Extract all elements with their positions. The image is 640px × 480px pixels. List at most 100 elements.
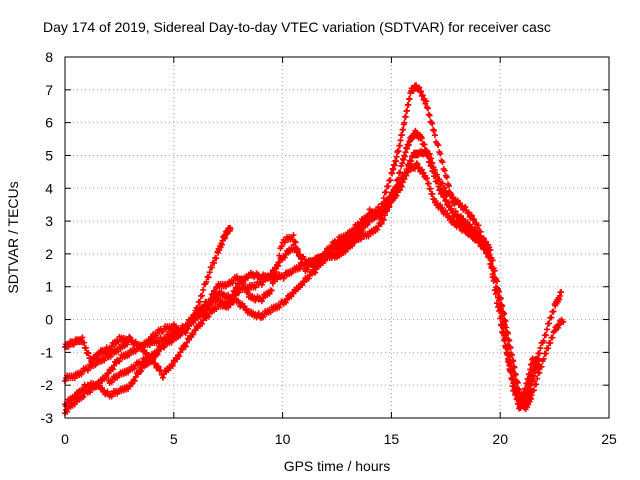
data-point [229,280,236,287]
data-point [497,315,504,322]
data-point [109,366,116,373]
x-tick-label: 10 [275,431,291,447]
data-point [465,209,472,216]
data-point [294,248,301,255]
data-point [427,185,434,192]
y-tick-labels: -3 -2 -1 0 1 2 3 4 5 6 7 8 [41,49,54,426]
data-point [334,240,340,247]
data-point [211,259,218,266]
data-point [108,379,115,386]
data-point [81,339,88,346]
data-point [349,242,356,249]
data-point [417,88,424,95]
data-point [505,356,512,363]
data-point [71,401,78,408]
data-point [230,287,237,294]
data-point [429,120,436,127]
data-point [205,274,212,281]
data-point [448,191,455,198]
data-point [426,159,433,166]
data-point [483,238,490,245]
data-point [183,325,190,332]
data-point [190,331,197,338]
y-tick-label: 4 [45,180,53,196]
data-point [290,232,297,239]
data-point [425,180,432,187]
data-point [496,307,503,314]
data-point [506,362,513,369]
data-point [260,314,267,321]
data-point [437,186,444,193]
data-point [278,243,285,250]
data-point [138,368,145,375]
data-point [200,305,207,312]
data-point [255,310,262,317]
data-point [280,275,287,282]
data-point [473,234,480,241]
data-point [365,213,372,220]
data-point [475,230,482,237]
data-point [487,261,494,268]
data-point [132,348,139,355]
data-point [380,195,387,202]
data-point [361,222,368,229]
data-point [479,241,486,248]
data-point [363,217,370,224]
data-point [393,177,400,184]
data-point [292,245,299,252]
data-point [414,161,421,168]
data-point [522,386,529,393]
data-point [496,288,503,295]
data-point [281,254,288,261]
data-point [548,314,555,321]
data-point [491,267,498,274]
data-point [386,203,393,210]
data-point [451,201,458,208]
y-tick-label: 8 [45,49,53,65]
y-tick-label: -3 [41,410,54,426]
data-point [291,246,298,253]
data-point [116,358,123,365]
data-point [431,127,438,134]
data-point [477,233,484,240]
data-point [378,220,385,227]
data-point [312,269,319,276]
data-point [205,313,212,320]
data-point [266,290,273,297]
data-point [101,357,108,364]
data-point [327,246,334,253]
data-point [499,302,506,309]
data-point [231,288,238,295]
data-point [227,295,234,302]
data-point [406,95,413,102]
data-point [80,394,87,401]
data-point [493,300,500,307]
data-point [319,255,326,262]
data-point [426,112,433,119]
data-point [512,385,519,392]
y-tick-label: 6 [45,115,53,131]
data-point [103,374,110,381]
data-point [555,324,562,331]
data-point [536,350,543,357]
data-point [244,274,251,281]
data-point [268,287,275,294]
data-point [355,236,362,243]
data-point [190,319,197,326]
data-point [501,310,508,317]
chart-title: Day 174 of 2019, Sidereal Day-to-day VTE… [43,19,551,35]
data-point [476,238,483,245]
data-point [495,304,502,311]
data-point [514,390,521,397]
data-point [471,216,478,223]
data-point [547,339,554,346]
data-point [229,292,236,299]
data-point [213,255,220,262]
data-point [542,350,549,357]
data-point [291,238,298,245]
y-tick-label: 5 [45,147,53,163]
data-point [200,287,207,294]
data-point [479,236,486,243]
